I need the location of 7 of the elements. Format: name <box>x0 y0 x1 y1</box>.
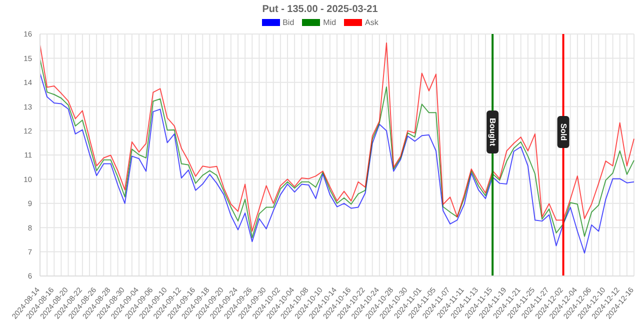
legend-label: Ask <box>364 18 378 27</box>
line-series <box>40 72 634 254</box>
legend-label: Mid <box>322 18 336 27</box>
ref-line-label: Bought <box>488 118 498 146</box>
ref-line-label: Sold <box>558 123 568 141</box>
chart-title: Put - 135.00 - 2025-03-21 <box>261 3 379 17</box>
legend-label: Bid <box>282 18 294 27</box>
